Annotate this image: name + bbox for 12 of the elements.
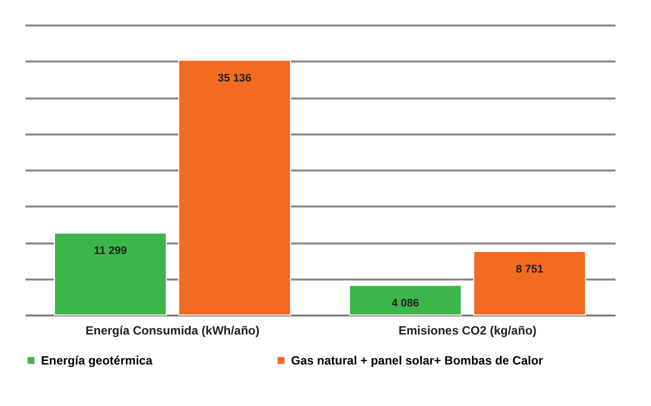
- data-label: 8 751: [516, 264, 544, 276]
- legend-label: Gas natural + panel solar+ Bombas de Calor: [291, 353, 544, 368]
- bar: [54, 232, 167, 316]
- bar: [349, 284, 462, 316]
- data-label: 11 299: [94, 245, 127, 258]
- data-label: 35 136: [218, 72, 252, 84]
- legend-label: Energía geotérmica: [41, 353, 153, 368]
- x-tick-label: Emisiones CO2 (kg/año): [398, 324, 537, 338]
- bar: [178, 60, 291, 316]
- x-tick-label: Energía Consumida (kWh/año): [85, 324, 260, 338]
- data-label: 4 086: [392, 297, 420, 310]
- bar: [473, 251, 586, 316]
